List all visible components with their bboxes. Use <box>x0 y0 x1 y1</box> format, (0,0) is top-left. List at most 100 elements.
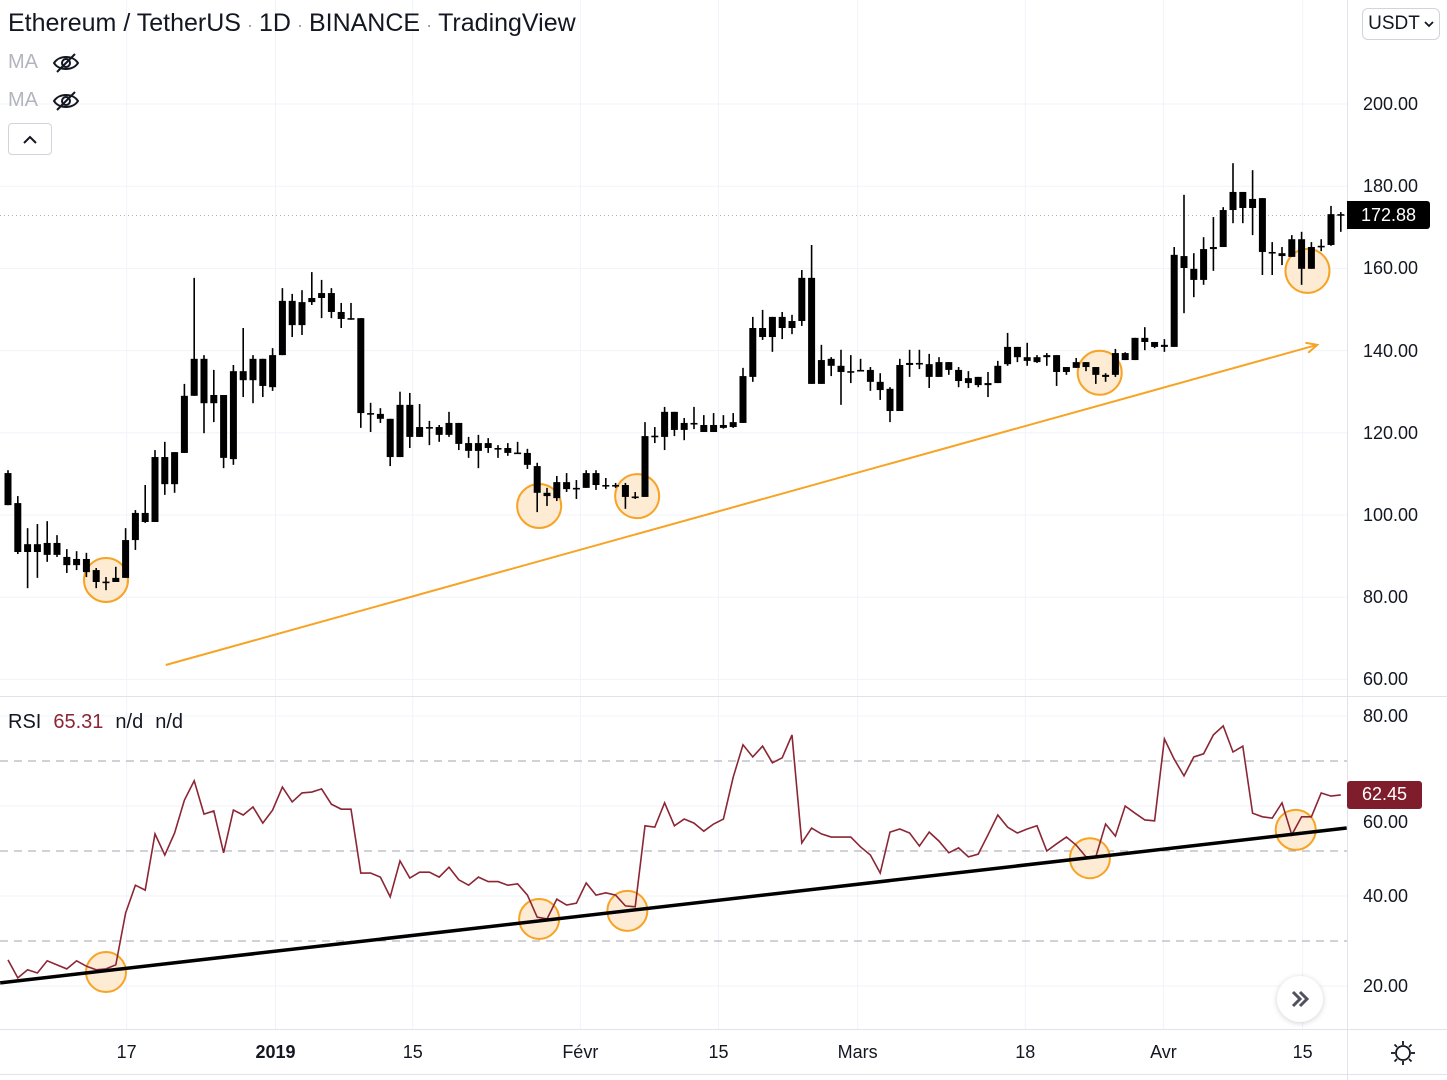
candle-body <box>1062 367 1070 372</box>
candle <box>1337 212 1345 232</box>
candle <box>651 427 659 444</box>
symbol-title: Ethereum / TetherUS · 1D · BINANCE · TradingVi… <box>8 9 576 38</box>
candle-body <box>1072 362 1080 368</box>
candle <box>994 360 1002 384</box>
candle <box>337 302 345 328</box>
candle-body <box>621 484 629 497</box>
indicator-ma-2[interactable]: MA <box>8 89 80 112</box>
candle <box>4 470 12 506</box>
candle-body <box>817 360 825 384</box>
candle <box>906 349 914 377</box>
candle <box>641 422 649 497</box>
time-axis-label: Mars <box>837 1042 878 1062</box>
candle <box>631 491 639 499</box>
rsi-axis-label: 20.00 <box>1363 976 1409 996</box>
candle <box>347 302 355 320</box>
candle <box>1170 247 1178 347</box>
candle <box>1219 207 1227 248</box>
candle <box>318 279 326 319</box>
candle-body <box>92 570 100 582</box>
candle-body <box>984 383 992 386</box>
candle-body <box>161 457 169 485</box>
candle-body <box>857 369 865 372</box>
candle <box>592 470 600 490</box>
candle <box>288 293 296 338</box>
candle <box>533 462 541 513</box>
candle <box>925 353 933 389</box>
candle-body <box>1298 239 1306 269</box>
candle-body <box>1337 214 1345 216</box>
candle-body <box>955 369 963 382</box>
candle-body <box>73 558 81 566</box>
price-axis-label: 160.00 <box>1363 258 1419 279</box>
candle-body <box>935 362 943 377</box>
trendline-arrowhead-icon <box>1305 341 1320 354</box>
candle <box>1053 355 1061 386</box>
candle-body <box>14 503 22 552</box>
candle <box>269 348 277 391</box>
candle-body <box>1053 355 1061 372</box>
candle-body <box>661 411 669 437</box>
candle-body <box>1288 239 1296 257</box>
candle-body <box>1131 337 1139 361</box>
time-axis-label: 2019 <box>255 1042 296 1062</box>
candle-body <box>651 435 659 438</box>
candle <box>504 443 512 456</box>
candle-body <box>1033 357 1041 363</box>
candle-body <box>43 542 51 555</box>
candle <box>719 415 727 429</box>
candle-body <box>249 358 257 381</box>
candle <box>1298 231 1306 285</box>
indicator-label: MA <box>8 51 38 73</box>
rsi-name: RSI <box>8 711 42 733</box>
candle <box>680 418 688 441</box>
candle-body <box>308 297 316 303</box>
candle-body <box>1043 355 1051 358</box>
candle-body <box>866 369 874 382</box>
candle-body <box>220 394 228 458</box>
currency-button[interactable]: USDT <box>1362 8 1440 40</box>
candle-body <box>906 362 914 365</box>
candle <box>190 277 198 396</box>
candle-body <box>925 364 933 377</box>
highlight-circle <box>1274 808 1317 851</box>
candle <box>543 487 551 506</box>
eye-off-icon[interactable] <box>52 90 80 112</box>
candle-body <box>886 388 894 412</box>
candle <box>563 473 571 492</box>
candle-body <box>347 318 355 320</box>
candle-body <box>474 443 482 451</box>
candle-body <box>1170 254 1178 347</box>
candle <box>131 510 139 550</box>
candle-body <box>396 404 404 458</box>
candle <box>798 270 806 326</box>
candle-body <box>112 577 120 582</box>
candle <box>935 357 943 377</box>
candle-body <box>1141 337 1149 342</box>
candle-body <box>1151 341 1159 347</box>
candle <box>229 364 237 465</box>
candle <box>729 413 737 428</box>
candle-body <box>827 358 835 366</box>
candle <box>308 272 316 305</box>
interval[interactable]: 1D <box>258 9 291 37</box>
candle-body <box>1092 367 1100 375</box>
indicator-ma-1[interactable]: MA <box>8 51 80 74</box>
scroll-to-realtime-button[interactable] <box>1277 976 1323 1022</box>
price-axis-label: 100.00 <box>1363 505 1419 525</box>
candle-body <box>180 395 188 453</box>
candle <box>602 478 610 490</box>
price-axis-label: 120.00 <box>1363 422 1419 443</box>
collapse-legend-button[interactable] <box>8 123 52 155</box>
candle-body <box>759 327 767 338</box>
chart-settings-button[interactable] <box>1388 1038 1418 1068</box>
candle <box>1082 362 1090 372</box>
candle <box>465 436 473 458</box>
time-axis-label: Févr <box>562 1042 599 1062</box>
time-axis-label: 17 <box>116 1042 137 1062</box>
candle <box>1288 235 1296 257</box>
candle <box>239 327 247 398</box>
eye-off-icon[interactable] <box>52 52 80 74</box>
rsi-legend[interactable]: RSI 65.31 n/d n/d <box>8 711 183 734</box>
